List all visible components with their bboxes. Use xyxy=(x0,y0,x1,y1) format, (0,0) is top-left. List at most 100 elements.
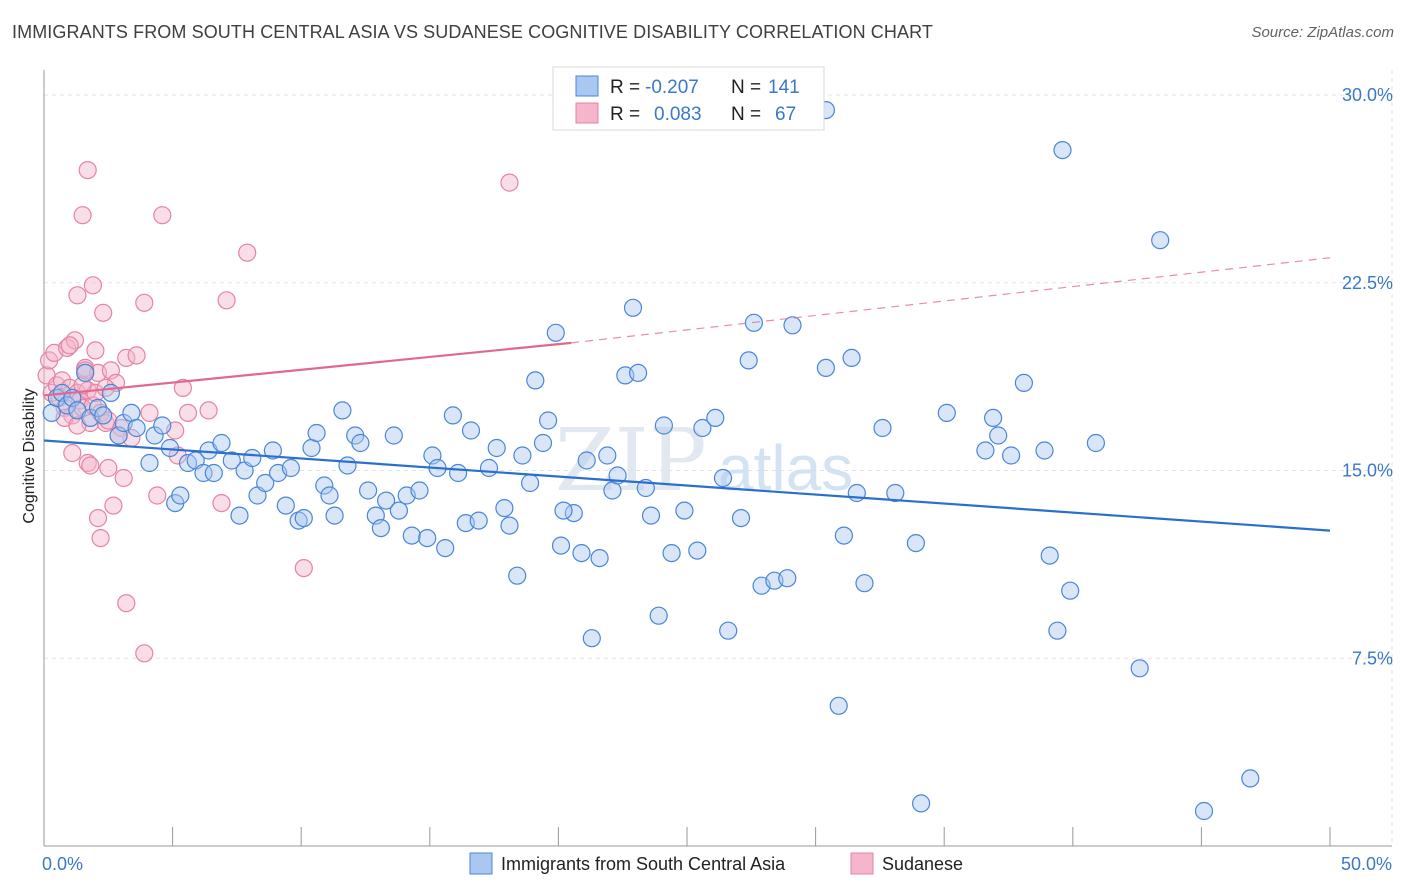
data-point xyxy=(855,574,874,593)
data-point xyxy=(816,358,836,377)
data-point xyxy=(168,446,187,465)
data-point xyxy=(173,378,192,397)
data-point xyxy=(713,468,733,488)
data-point xyxy=(114,468,133,488)
data-point xyxy=(153,416,172,435)
data-point xyxy=(307,423,326,443)
data-point xyxy=(778,569,797,588)
watermark-zip: ZIP xyxy=(555,411,707,511)
data-point xyxy=(1053,141,1072,160)
data-point xyxy=(65,331,85,350)
data-point xyxy=(204,463,223,483)
data-point xyxy=(461,421,481,440)
data-point xyxy=(104,496,123,515)
data-point xyxy=(520,473,540,493)
x-tick-label: 0.0% xyxy=(42,854,83,874)
data-point xyxy=(122,403,141,422)
data-point xyxy=(212,494,231,513)
data-point xyxy=(675,501,694,520)
data-point xyxy=(76,363,95,382)
data-point xyxy=(117,594,136,613)
data-point xyxy=(1086,433,1106,453)
data-point xyxy=(140,453,159,473)
data-point xyxy=(73,206,92,225)
data-point xyxy=(217,291,236,310)
data-point xyxy=(937,403,956,422)
data-point xyxy=(294,508,313,528)
data-point xyxy=(325,506,344,525)
data-point xyxy=(662,543,681,563)
data-point xyxy=(623,298,643,317)
data-point xyxy=(212,433,231,453)
data-point xyxy=(171,486,190,505)
data-point xyxy=(513,446,532,465)
pink-trend-extension xyxy=(571,257,1331,344)
data-point xyxy=(911,794,931,813)
data-point xyxy=(706,408,725,427)
data-point xyxy=(315,476,334,495)
data-point xyxy=(873,418,892,438)
data-point xyxy=(598,446,617,465)
data-point xyxy=(263,441,282,460)
data-point xyxy=(410,481,429,500)
data-point xyxy=(389,501,408,520)
data-point xyxy=(63,443,82,463)
data-point xyxy=(83,276,103,295)
source-credit: Source: ZipAtlas.com xyxy=(1251,24,1394,41)
data-point xyxy=(377,491,396,510)
legend: Immigrants from South Central Asia Sudan… xyxy=(469,852,963,875)
data-point xyxy=(551,536,571,555)
data-point xyxy=(338,456,357,475)
data-point xyxy=(94,406,113,425)
y-tick-label: 22.5% xyxy=(1342,273,1393,293)
data-point xyxy=(68,286,87,305)
data-point xyxy=(436,538,455,558)
x-tick-label: 50.0% xyxy=(1341,854,1392,874)
data-point xyxy=(99,458,118,478)
data-point xyxy=(194,463,213,483)
data-point xyxy=(384,426,403,445)
y-axis-label: Cognitive Disability xyxy=(21,388,38,523)
data-point xyxy=(140,403,159,422)
trend-lines xyxy=(43,257,1331,532)
data-point xyxy=(989,426,1008,445)
data-point xyxy=(834,526,854,545)
grid-lines xyxy=(44,70,1393,846)
data-point xyxy=(94,303,113,322)
data-point xyxy=(906,533,926,553)
data-point xyxy=(153,206,172,225)
stats-blue-n: 141 xyxy=(768,77,800,98)
data-point xyxy=(654,416,674,435)
y-tick-label: 15.0% xyxy=(1342,461,1393,481)
data-point xyxy=(135,644,154,663)
data-point xyxy=(351,433,370,453)
data-point xyxy=(508,566,527,585)
stats-pink-n-label: N = xyxy=(731,104,761,125)
data-point xyxy=(333,401,352,420)
data-point xyxy=(688,541,707,560)
data-point xyxy=(479,458,499,478)
tick-labels: 7.5% 15.0% 22.5% 30.0% 0.0% 50.0% xyxy=(42,85,1393,874)
data-point xyxy=(1048,621,1067,640)
data-point xyxy=(371,518,390,538)
data-point xyxy=(449,463,468,483)
chart-title: IMMIGRANTS FROM SOUTH CENTRAL ASIA VS SU… xyxy=(12,22,933,42)
data-point xyxy=(649,606,668,625)
data-point xyxy=(127,346,146,365)
data-point xyxy=(976,441,995,460)
data-point xyxy=(1014,373,1034,392)
data-point xyxy=(1035,441,1054,460)
data-point xyxy=(842,348,861,367)
data-point xyxy=(57,338,77,357)
data-point xyxy=(983,408,1003,427)
data-point xyxy=(495,499,514,518)
legend-pink-swatch xyxy=(850,852,874,875)
data-point xyxy=(127,418,146,438)
data-point xyxy=(91,528,110,548)
stats-blue-swatch xyxy=(575,75,599,97)
data-point xyxy=(487,438,506,458)
data-point xyxy=(243,448,262,468)
data-point xyxy=(359,481,378,500)
data-point xyxy=(526,371,545,390)
